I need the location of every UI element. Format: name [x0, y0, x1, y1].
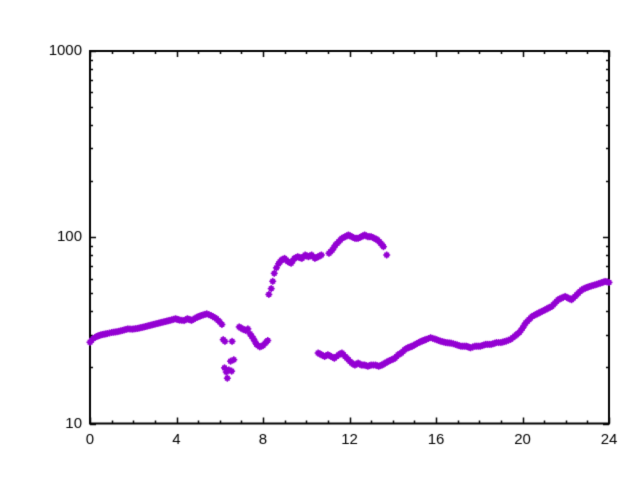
chart-figure: Modes location (5/9/1) Particle size [nm…	[0, 0, 640, 480]
plot-canvas	[0, 0, 640, 480]
